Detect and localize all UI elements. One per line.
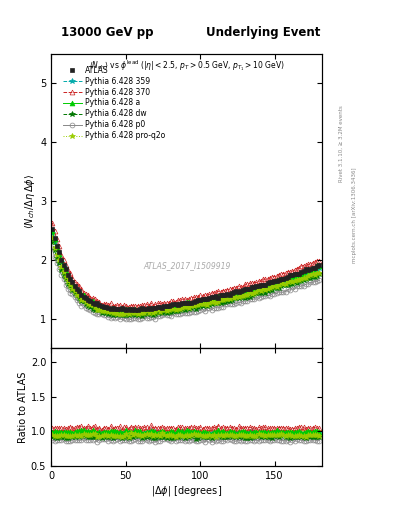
Text: ATLAS_2017_I1509919: ATLAS_2017_I1509919 [143,261,230,270]
Text: Rivet 3.1.10, ≥ 3.2M events: Rivet 3.1.10, ≥ 3.2M events [339,105,344,182]
Text: 13000 GeV pp: 13000 GeV pp [61,27,153,39]
X-axis label: $|\Delta\phi|$ [degrees]: $|\Delta\phi|$ [degrees] [151,483,222,498]
Y-axis label: $\langle N_{ch}/\Delta\eta\,\Delta\phi\rangle$: $\langle N_{ch}/\Delta\eta\,\Delta\phi\r… [23,174,37,228]
Text: mcplots.cern.ch [arXiv:1306.3436]: mcplots.cern.ch [arXiv:1306.3436] [352,167,357,263]
Y-axis label: Ratio to ATLAS: Ratio to ATLAS [18,371,28,443]
Text: $\langle N_{\rm ch}\rangle$ vs $\phi^{\rm lead}$ ($|\eta|<2.5$, $p_T>0.5$ GeV, $: $\langle N_{\rm ch}\rangle$ vs $\phi^{\r… [88,58,285,73]
Text: Underlying Event: Underlying Event [206,27,320,39]
Legend: ATLAS, Pythia 6.428 359, Pythia 6.428 370, Pythia 6.428 a, Pythia 6.428 dw, Pyth: ATLAS, Pythia 6.428 359, Pythia 6.428 37… [60,62,168,143]
